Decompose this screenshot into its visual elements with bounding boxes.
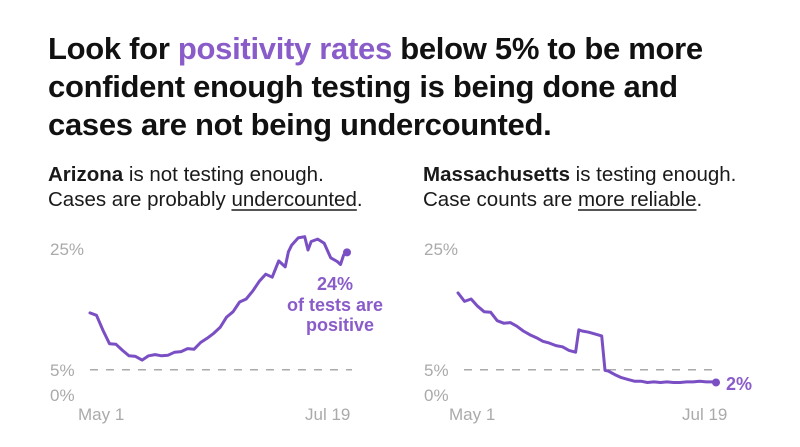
subtitle-period: .: [696, 188, 703, 211]
headline-text-1: Look for: [48, 31, 178, 66]
arizona-chart: 25% 5% 0% May 1 Jul 19 24% of tests are …: [50, 235, 383, 424]
subtitle-line1: is not testing enough.: [123, 163, 324, 186]
series-line-massachusetts: [456, 291, 718, 384]
massachusetts-chart: 25% 5% 0% May 1 Jul 19 2%: [424, 240, 752, 424]
y-tick-label: 5%: [50, 361, 75, 380]
annotation-value: 24%: [317, 274, 353, 294]
headline: Look for positivity rates below 5% to be…: [48, 30, 768, 144]
subtitle-line1: is testing enough.: [569, 163, 737, 186]
massachusetts-subtitle: Massachusetts is testing enough. Case co…: [423, 162, 736, 212]
x-tick-label: May 1: [449, 405, 495, 424]
subtitle-line2: Case counts are: [423, 188, 578, 211]
state-name: Arizona: [48, 163, 124, 186]
series-line-arizona: [88, 235, 349, 362]
annotation-value: 2%: [726, 374, 752, 394]
headline-accent: positivity rates: [177, 31, 392, 66]
y-tick-label: 5%: [424, 361, 449, 380]
subtitle-period: .: [356, 188, 363, 211]
x-tick-label: May 1: [78, 405, 124, 424]
subtitle-link[interactable]: undercounted: [231, 188, 357, 211]
x-tick-label: Jul 19: [682, 405, 727, 424]
y-tick-label: 25%: [50, 240, 84, 259]
end-point-marker: [712, 378, 720, 387]
x-tick-label: Jul 19: [305, 405, 350, 424]
subtitle-line2: Cases are probably: [48, 188, 232, 211]
end-point-marker: [343, 248, 351, 257]
annotation-line2: of tests are: [287, 295, 383, 315]
y-tick-label: 25%: [424, 240, 458, 259]
headline-text-2: below 5% to be more confident enough tes…: [48, 31, 703, 142]
y-tick-label: 0%: [50, 386, 75, 405]
state-name: Massachusetts: [423, 163, 570, 186]
y-tick-label: 0%: [424, 386, 449, 405]
subtitle-link[interactable]: more reliable: [577, 188, 697, 211]
annotation-line3: positive: [306, 315, 374, 335]
arizona-subtitle: Arizona is not testing enough. Cases are…: [48, 162, 363, 212]
